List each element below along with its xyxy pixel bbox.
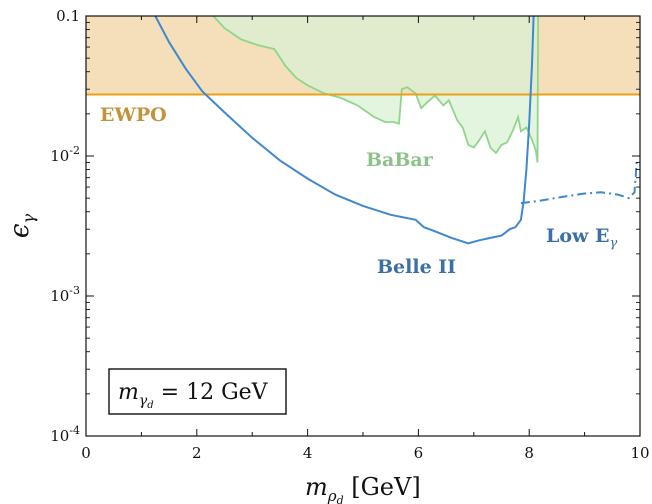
chart-regions	[86, 16, 640, 163]
chart-lines	[86, 16, 640, 245]
y-tick-label: 0.1	[56, 7, 80, 25]
belle-ii-line	[154, 16, 535, 245]
series-label-low-egamma: Low Eγ	[546, 225, 618, 251]
babar-boundary	[212, 16, 539, 163]
annotation-box: mγd = 12 GeV	[108, 368, 287, 415]
svg-text:mγd = 12 GeV: mγd = 12 GeV	[118, 380, 269, 411]
x-axis-title: mρd [GeV]	[305, 473, 421, 504]
x-tick-label: 10	[630, 444, 649, 462]
axis-ticks: 0 2 4 6 8 10 0.1 10-2 10-3 10-4	[50, 7, 649, 462]
series-label-babar: BaBar	[366, 149, 434, 171]
y-tick-label: 10-3	[50, 284, 80, 305]
low-egamma-line	[520, 161, 638, 205]
x-tick-label: 4	[303, 444, 313, 462]
series-label-belle-ii: Belle II	[377, 256, 456, 278]
x-tick-label: 0	[81, 444, 91, 462]
x-tick-label: 2	[192, 444, 202, 462]
x-tick-label: 8	[524, 444, 534, 462]
y-tick-label: 10-2	[50, 144, 80, 165]
x-tick-label: 6	[414, 444, 424, 462]
y-axis-title: ϵγ	[5, 214, 38, 239]
babar-region	[213, 16, 539, 163]
series-label-ewpo: EWPO	[100, 104, 167, 126]
svg-text:ϵγ: ϵγ	[5, 214, 38, 239]
y-tick-label: 10-4	[50, 424, 80, 445]
